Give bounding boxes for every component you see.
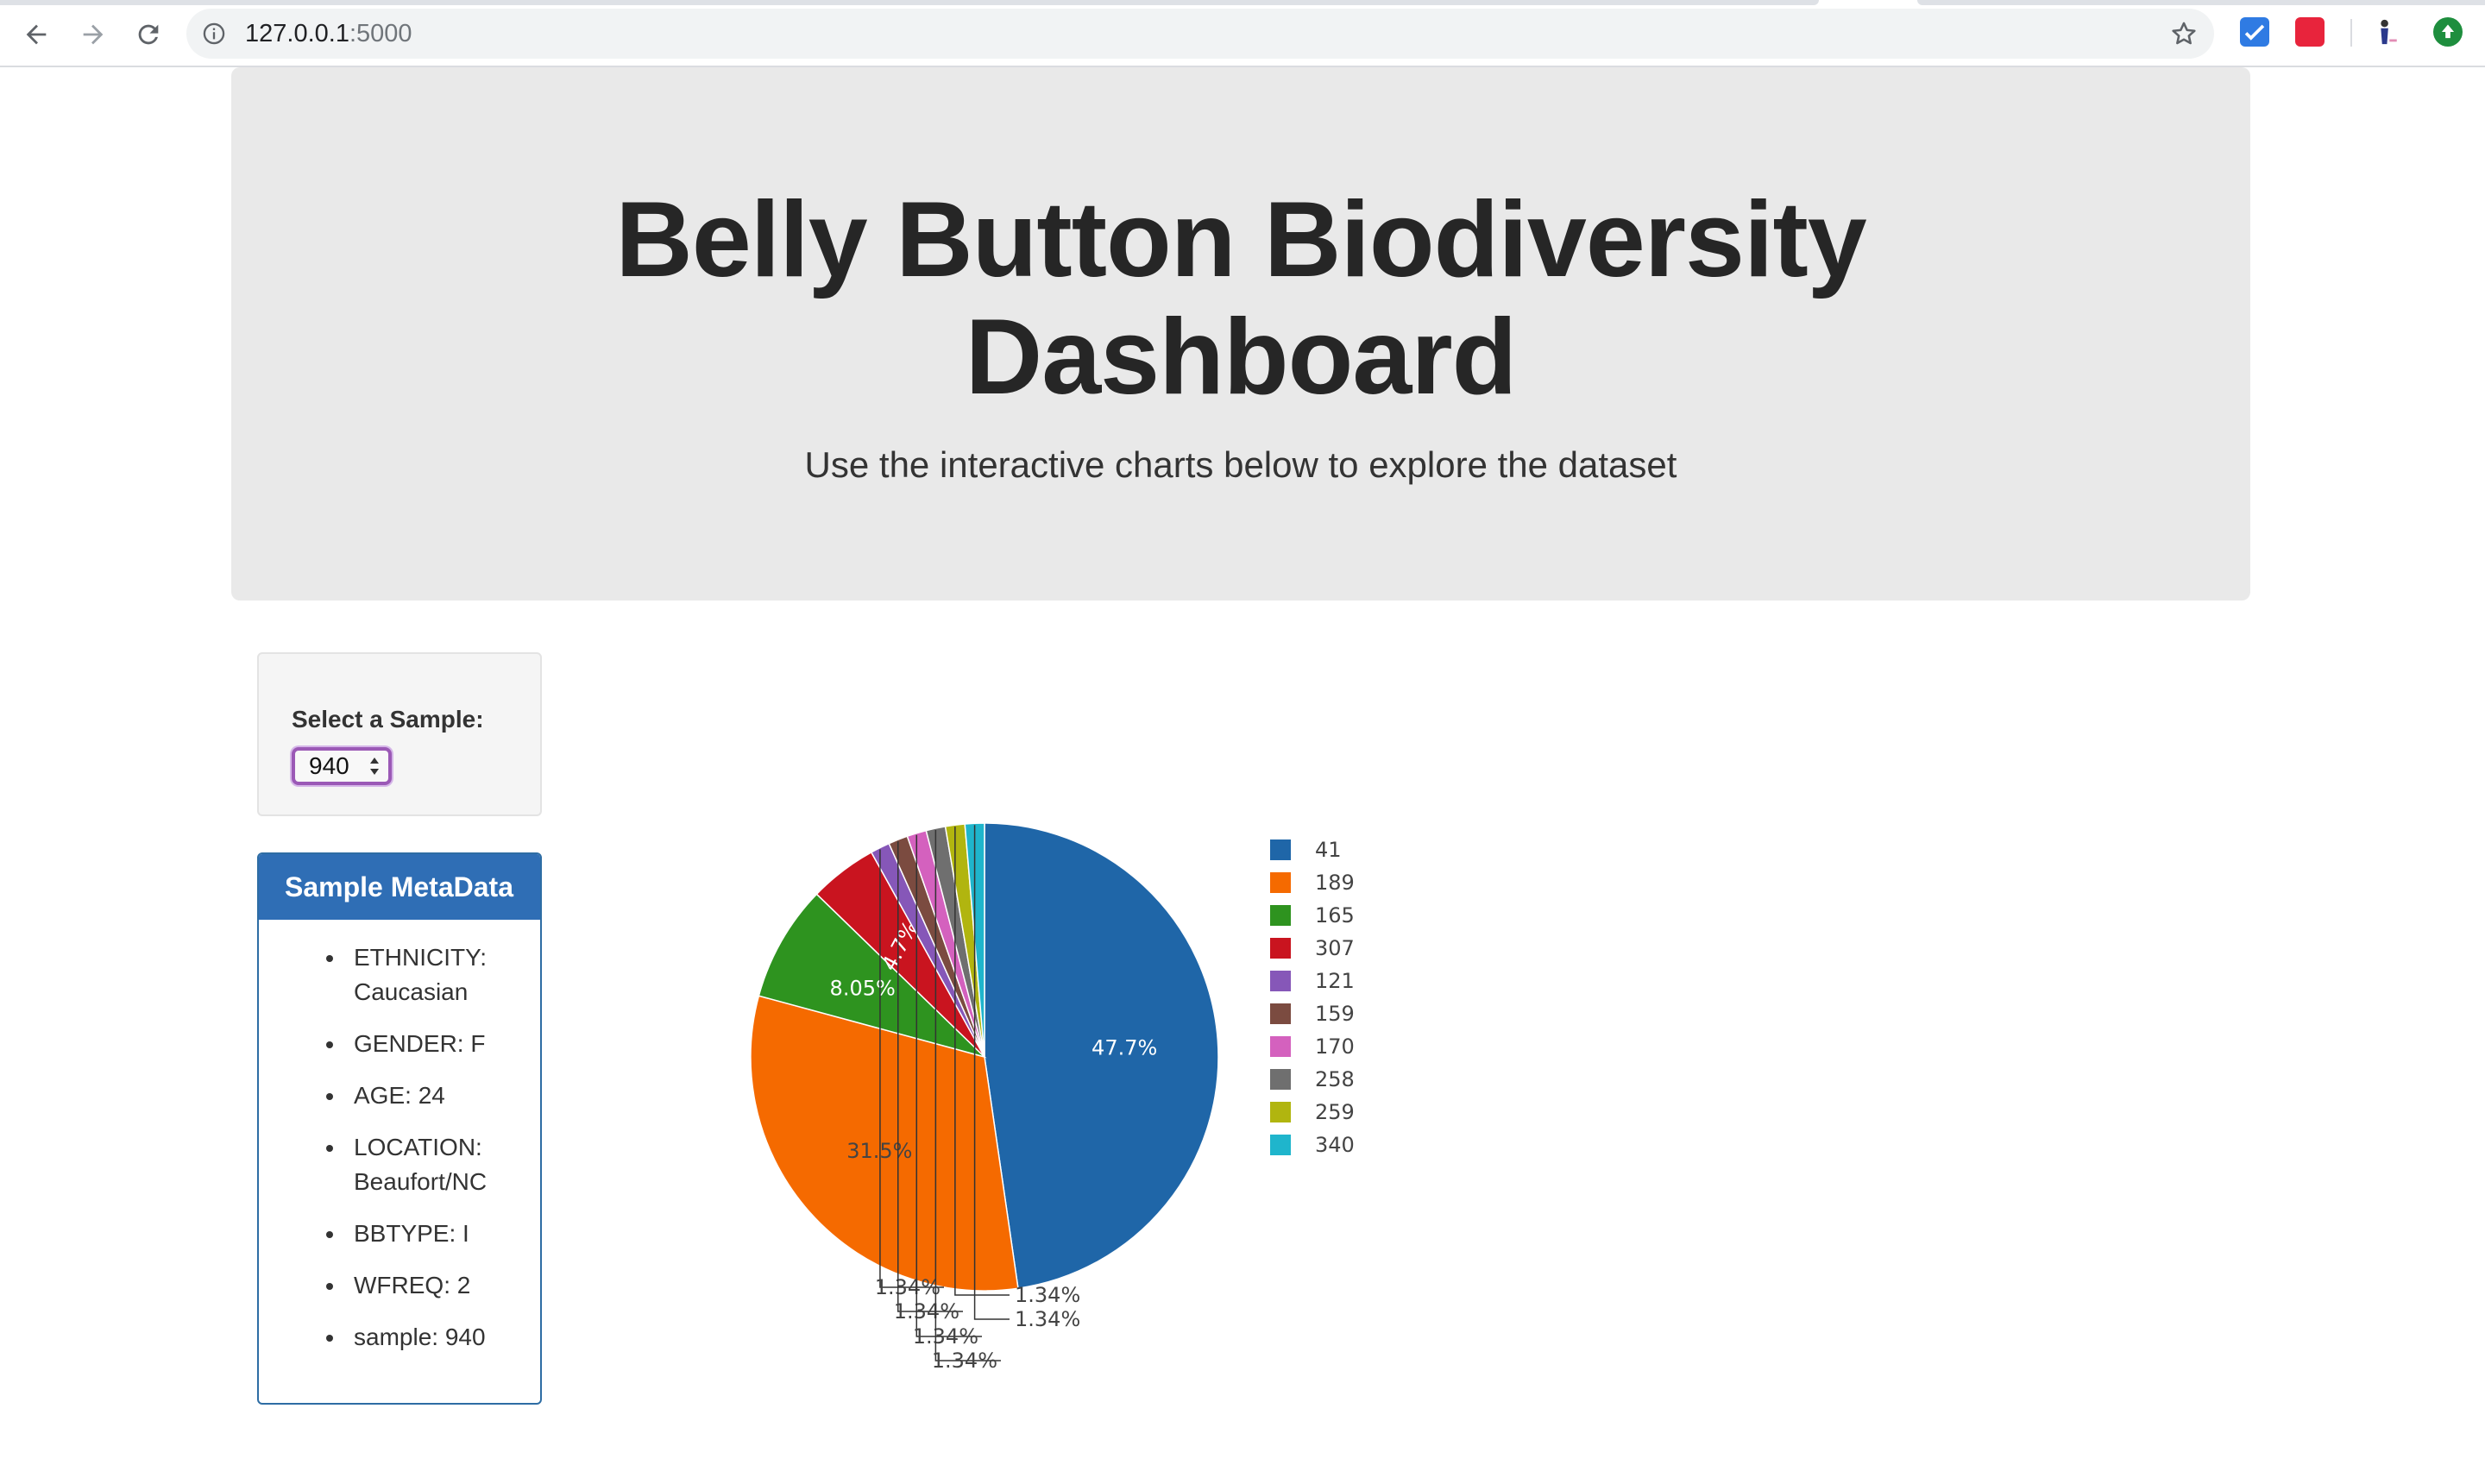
back-button[interactable] [17,16,55,53]
page-title: Belly Button Biodiversity Dashboard [231,181,2250,416]
legend-label: 165 [1315,903,1355,928]
person-icon [2381,19,2397,45]
profile-avatar-icon[interactable] [2371,17,2400,47]
slice-value-label: 1.34% [894,1299,959,1324]
metadata-text: ETHNICITY: Caucasian [354,944,488,1005]
legend-swatch [1270,839,1291,860]
bullet-icon [326,1283,333,1290]
slice-value-label: 1.34% [932,1349,997,1373]
url-host: 127.0.0.1 [245,20,349,47]
legend-swatch [1270,1102,1291,1122]
info-icon[interactable] [202,22,226,46]
legend-swatch [1270,1135,1291,1155]
slice-value-label: 1.34% [1015,1307,1080,1331]
page-title-line2: Dashboard [965,298,1518,417]
metadata-text: WFREQ: 2 [354,1272,471,1298]
sample-selector-well: Select a Sample: 940 [257,652,542,816]
panel-heading: Sample MetaData [259,854,540,920]
legend-label: 159 [1315,1002,1355,1026]
page-subtitle: Use the interactive charts below to expl… [804,444,1677,485]
metadata-text: BBTYPE: I [354,1220,469,1247]
metadata-text: GENDER: F [354,1030,486,1057]
sample-select-dropdown[interactable]: 940 [292,747,392,785]
bullet-icon [326,1335,333,1342]
slice-value-label: 1.34% [913,1324,978,1349]
legend-swatch [1270,872,1291,893]
select-arrows-icon [370,758,379,775]
metadata-text: sample: 940 [354,1324,486,1350]
metadata-item: ETHNICITY: Caucasian [326,940,518,1009]
legend-label: 189 [1315,871,1355,895]
arrow-left-icon [26,24,47,45]
legend-swatch [1270,905,1291,926]
legend-label: 307 [1315,936,1355,960]
reload-icon [138,24,159,45]
metadata-item: GENDER: F [326,1027,518,1061]
legend-label: 340 [1315,1133,1355,1157]
metadata-item: AGE: 24 [326,1078,518,1113]
select-sample-label: Select a Sample: [292,706,484,733]
page-title-line1: Belly Button Biodiversity [615,180,1866,299]
check-icon [2244,24,2265,41]
pie-slice-41[interactable] [984,822,1219,1290]
sample-metadata-panel: Sample MetaData ETHNICITY: Caucasian GEND… [257,852,542,1405]
metadata-item: BBTYPE: I [326,1217,518,1251]
legend-swatch [1270,971,1291,991]
tab-strip-right [1917,0,2485,5]
legend-swatch [1270,1003,1291,1024]
metadata-item: LOCATION: Beaufort/NC [326,1130,518,1199]
metadata-item: WFREQ: 2 [326,1268,518,1303]
url-text[interactable]: 127.0.0.1:5000 [245,19,412,48]
metadata-text: AGE: 24 [354,1082,445,1109]
url-port: :5000 [349,20,412,47]
address-bar[interactable]: 127.0.0.1:5000 [186,9,2214,59]
header-jumbotron: Belly Button Biodiversity Dashboard Use … [231,67,2250,601]
legend-swatch [1270,1069,1291,1090]
bookmark-star-icon[interactable] [2169,19,2199,48]
legend-label: 121 [1315,969,1355,993]
forward-button[interactable] [74,16,112,53]
selected-sample-value: 940 [309,752,349,779]
reload-button[interactable] [129,16,167,53]
legend-label: 258 [1315,1067,1355,1091]
tab-strip [0,0,1819,5]
panel-title: Sample MetaData [285,871,513,902]
metadata-text: LOCATION: Beaufort/NC [354,1134,488,1195]
metadata-item: sample: 940 [326,1320,518,1355]
bullet-icon [326,1093,333,1100]
legend-label: 170 [1315,1034,1355,1059]
bullet-icon [326,1231,333,1238]
arrow-up-icon [2441,24,2455,39]
legend-label: 259 [1315,1100,1355,1124]
arrow-right-icon [83,24,104,45]
extension-check-icon[interactable] [2240,17,2269,47]
legend-swatch [1270,938,1291,959]
extension-red-icon[interactable] [2295,17,2325,47]
bullet-icon [326,1145,333,1152]
bullet-icon [326,1041,333,1048]
browser-toolbar: 127.0.0.1:5000 [0,0,2485,67]
bullet-icon [326,955,333,962]
update-arrow-icon[interactable] [2433,17,2463,47]
legend-swatch [1270,1036,1291,1057]
legend-label: 41 [1315,838,1342,862]
toolbar-divider [2350,19,2352,47]
